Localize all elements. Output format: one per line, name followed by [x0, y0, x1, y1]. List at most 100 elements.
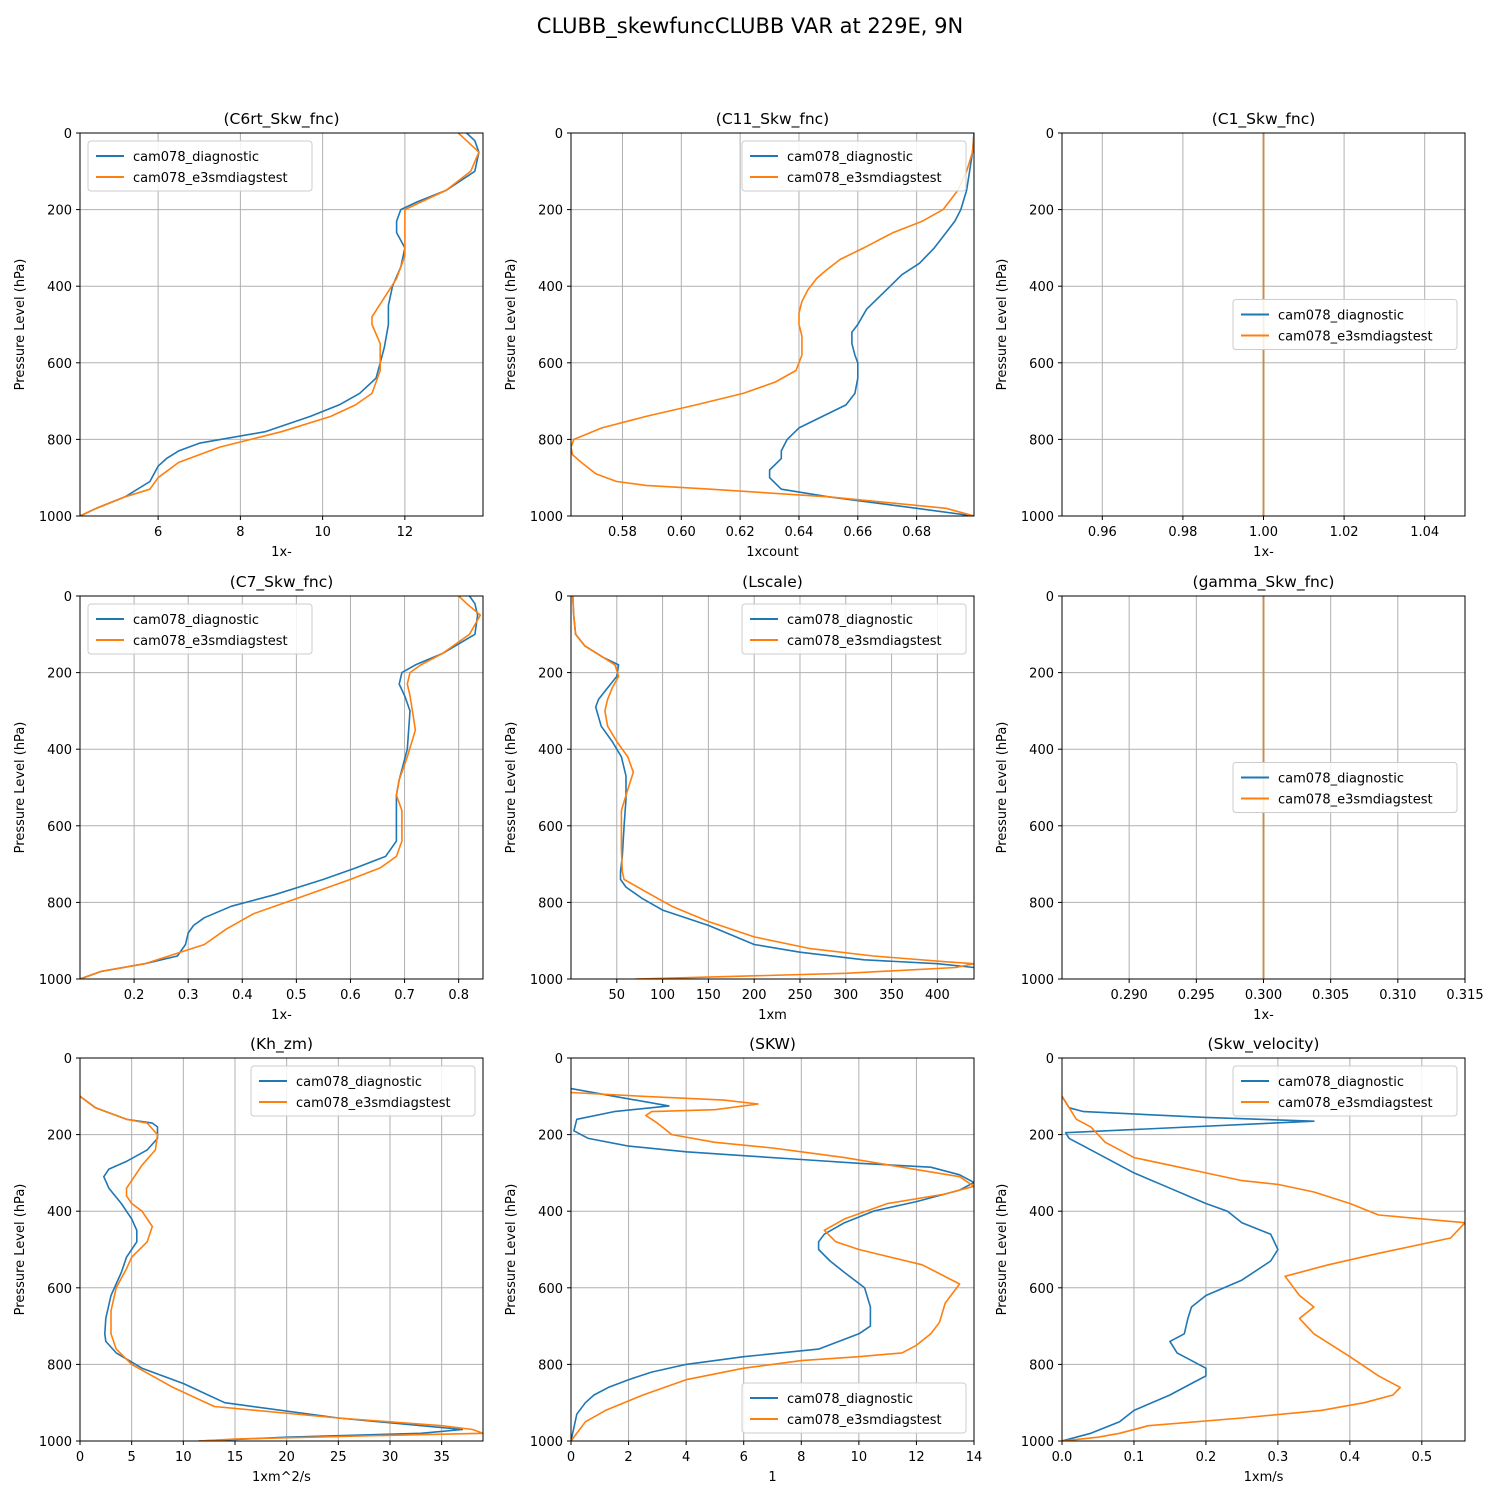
y-axis-label: Pressure Level (hPa) [13, 722, 28, 854]
x-tick-label: 0.3 [178, 988, 199, 1003]
legend-label: cam078_e3smdiagstest [133, 171, 288, 186]
legend-label: cam078_e3smdiagstest [1278, 793, 1433, 808]
y-tick-label: 0 [1046, 1052, 1054, 1067]
axes-frame [79, 595, 484, 980]
y-tick-label: 1000 [530, 1435, 563, 1450]
legend-box [250, 1065, 476, 1117]
y-tick-label: 400 [538, 280, 563, 295]
y-tick-label: 1000 [1021, 510, 1054, 525]
y-tick-label: 200 [47, 204, 72, 219]
y-tick-label: 200 [538, 204, 563, 219]
x-tick-label: 0.1 [1124, 1450, 1145, 1465]
legend-label: cam078_e3smdiagstest [787, 171, 942, 186]
chart-panel: 0.290 0.295 0.300 0.305 0.310 0.315 0 200 400 600… [995, 573, 1484, 1023]
x-tick-label: 10 [851, 1450, 868, 1465]
y-tick-label: 400 [1029, 1205, 1054, 1220]
x-tick-label: 0.98 [1168, 525, 1197, 540]
legend: cam078_diagnostic cam078_e3smdiagstest [741, 603, 967, 655]
y-tick-label: 800 [538, 433, 563, 448]
legend-label: cam078_diagnostic [133, 613, 259, 628]
x-tick-label: 0.305 [1312, 988, 1349, 1003]
legend: cam078_diagnostic cam078_e3smdiagstest [1232, 299, 1458, 350]
legend-label: cam078_diagnostic [787, 613, 913, 628]
legend-label: cam078_e3smdiagstest [1278, 1096, 1433, 1111]
y-tick-label: 800 [47, 1358, 72, 1373]
legend: cam078_diagnostic cam078_e3smdiagstest [87, 140, 313, 192]
x-tick-label: 100 [650, 988, 675, 1003]
x-tick-label: 12 [397, 525, 414, 540]
x-tick-label: 6 [740, 1450, 748, 1465]
chart-panel: 0.0 0.1 0.2 0.3 0.4 0.5 0 200 400 600 800 1000 (Skw_… [995, 1035, 1466, 1485]
x-tick-label: 10 [175, 1450, 192, 1465]
x-axis-label: 1xm [758, 1008, 787, 1023]
legend-box [87, 140, 313, 192]
x-tick-label: 8 [236, 525, 244, 540]
x-tick-label: 0 [76, 1450, 84, 1465]
x-axis-label: 1 [768, 1470, 776, 1485]
legend: cam078_diagnostic cam078_e3smdiagstest [1232, 1065, 1458, 1117]
legend-box [741, 140, 967, 192]
chart-title: (SKW) [749, 1035, 796, 1053]
series-line [80, 596, 482, 979]
x-tick-label: 0.68 [902, 525, 931, 540]
y-tick-label: 0 [64, 590, 72, 605]
x-tick-label: 0.4 [1340, 1450, 1361, 1465]
legend: cam078_diagnostic cam078_e3smdiagstest [741, 140, 967, 192]
x-tick-label: 0.290 [1111, 988, 1148, 1003]
axes-frame [570, 1057, 975, 1442]
y-tick-label: 1000 [39, 510, 72, 525]
y-tick-label: 800 [47, 433, 72, 448]
y-tick-label: 600 [538, 820, 563, 835]
legend-label: cam078_e3smdiagstest [133, 634, 288, 649]
chart-title: (Skw_velocity) [1208, 1035, 1320, 1054]
x-tick-label: 150 [696, 988, 721, 1003]
y-tick-label: 800 [1029, 896, 1054, 911]
y-tick-label: 1000 [39, 1435, 72, 1450]
series-line [1062, 1095, 1465, 1441]
x-tick-label: 10 [314, 525, 331, 540]
x-tick-label: 14 [966, 1450, 983, 1465]
legend-label: cam078_e3smdiagstest [787, 634, 942, 649]
chart-title: (C7_Skw_fnc) [230, 573, 334, 592]
y-tick-label: 800 [538, 1358, 563, 1373]
x-tick-label: 1.04 [1410, 525, 1439, 540]
y-tick-label: 800 [47, 896, 72, 911]
series-line [572, 596, 974, 969]
series-line [80, 133, 480, 516]
y-tick-label: 200 [1029, 1129, 1054, 1144]
x-tick-label: 50 [609, 988, 626, 1003]
legend-box [1232, 1065, 1458, 1117]
x-tick-label: 35 [433, 1450, 450, 1465]
y-axis-label: Pressure Level (hPa) [504, 722, 519, 854]
chart-panel: 0 2 4 6 8 10 12 14 0 200 400 600 800 1000 (SKW) 1 Pressu… [504, 1035, 982, 1485]
x-tick-label: 0.295 [1178, 988, 1215, 1003]
x-tick-label: 5 [128, 1450, 136, 1465]
series-line [571, 1087, 974, 1441]
y-tick-label: 200 [47, 667, 72, 682]
y-tick-label: 0 [1046, 127, 1054, 142]
x-tick-label: 0.4 [232, 988, 253, 1003]
y-tick-label: 0 [1046, 590, 1054, 605]
x-tick-label: 1.00 [1249, 525, 1278, 540]
y-tick-label: 0 [555, 1052, 563, 1067]
x-tick-label: 0.0 [1052, 1450, 1073, 1465]
x-tick-label: 30 [382, 1450, 399, 1465]
chart-panel: 0.58 0.60 0.62 0.64 0.66 0.68 0 200 400 600 800 100… [504, 110, 975, 560]
x-tick-label: 0.2 [124, 988, 145, 1003]
x-tick-label: 12 [908, 1450, 925, 1465]
x-tick-label: 0 [567, 1450, 575, 1465]
x-tick-label: 0.58 [608, 525, 637, 540]
chart-title: (C11_Skw_fnc) [716, 110, 829, 129]
legend: cam078_diagnostic cam078_e3smdiagstest [741, 1382, 967, 1434]
series-line [80, 1095, 483, 1441]
axes-frame [1061, 1057, 1466, 1442]
y-tick-label: 200 [538, 1129, 563, 1144]
y-tick-label: 600 [47, 357, 72, 372]
legend: cam078_diagnostic cam078_e3smdiagstest [1232, 762, 1458, 813]
x-tick-label: 0.96 [1088, 525, 1117, 540]
y-tick-label: 1000 [1021, 1435, 1054, 1450]
legend: cam078_diagnostic cam078_e3smdiagstest [250, 1065, 476, 1117]
legend-box [1232, 762, 1458, 813]
chart-panel: 0.96 0.98 1.00 1.02 1.04 0 200 400 600 800 1000 (C1… [995, 110, 1466, 560]
legend-label: cam078_e3smdiagstest [1278, 330, 1433, 345]
